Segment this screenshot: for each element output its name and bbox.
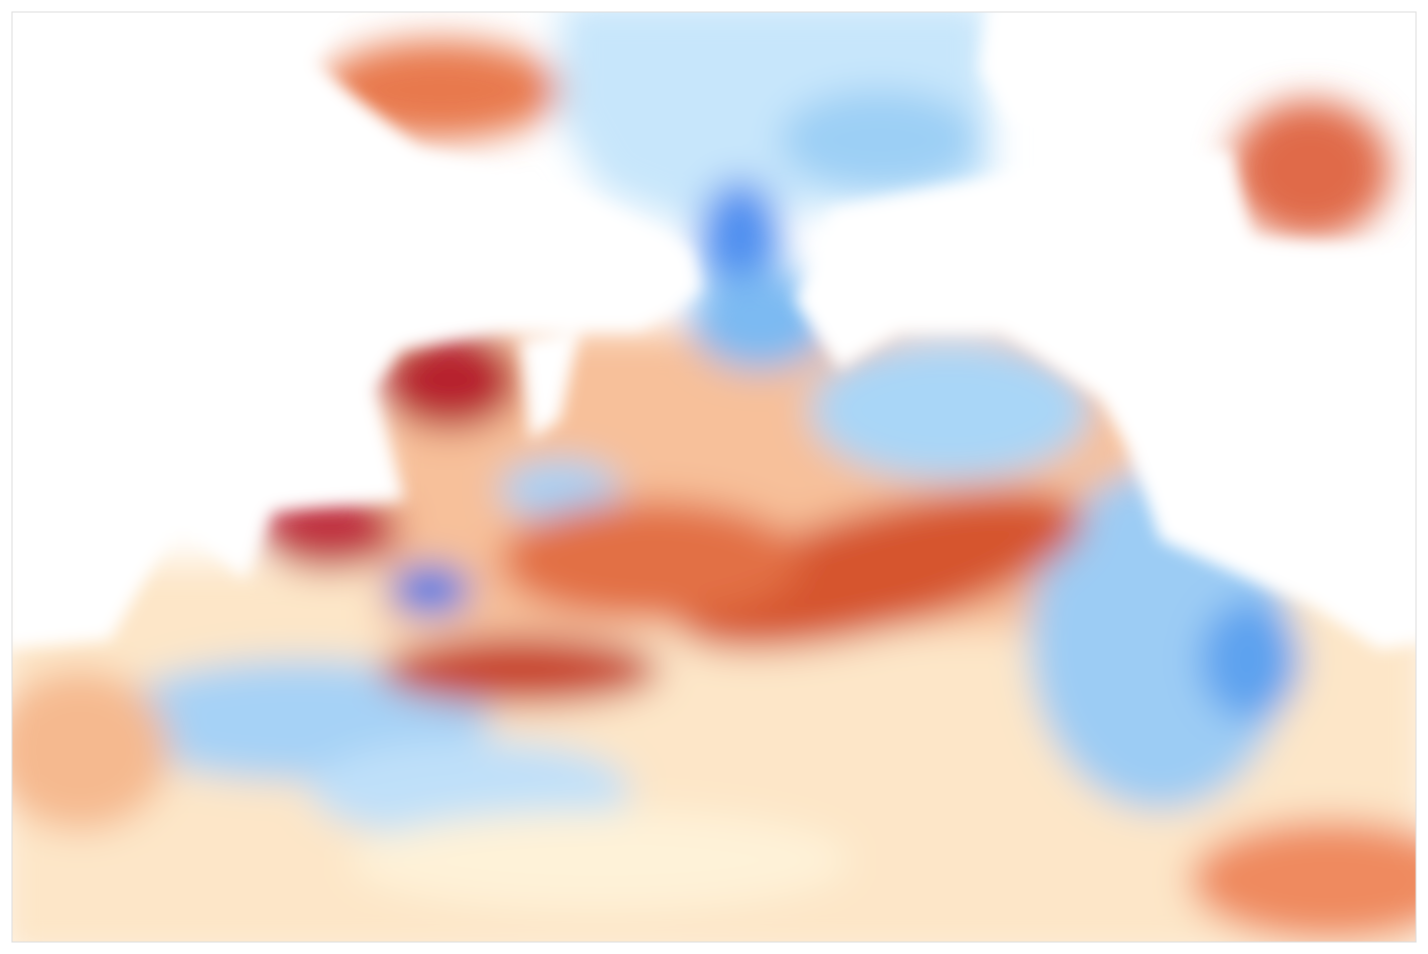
land — [12, 12, 1416, 650]
map-frame — [11, 11, 1417, 943]
